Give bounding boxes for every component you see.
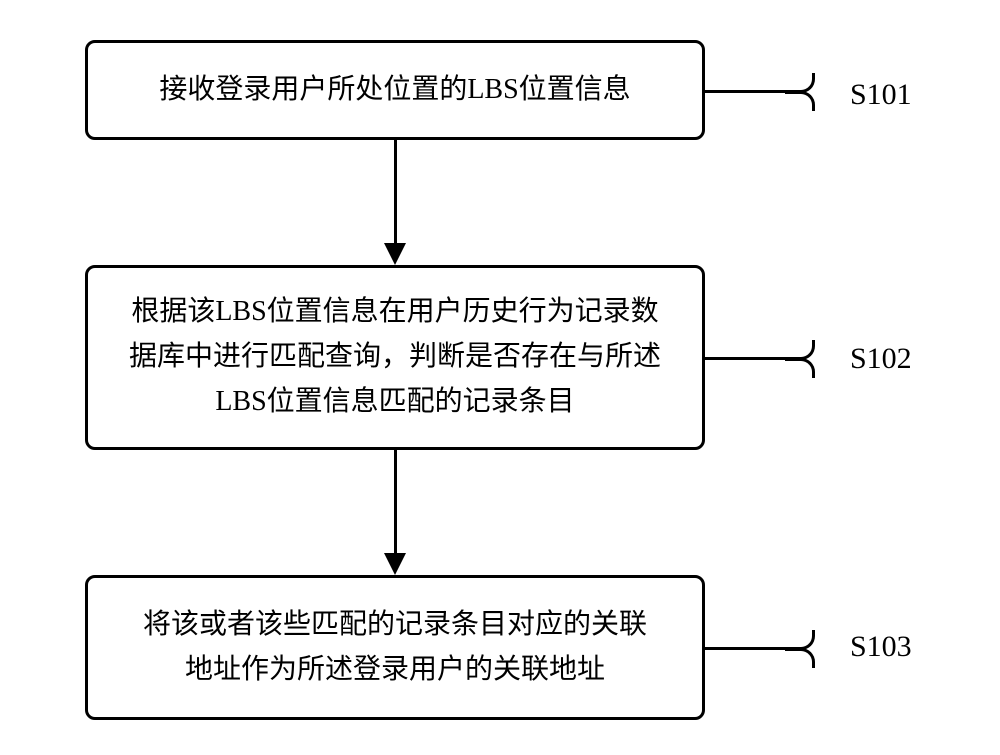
step-label-1: S101	[850, 78, 912, 112]
arrow-2-shaft	[394, 450, 397, 553]
arrow-2-head	[384, 553, 406, 575]
arrow-1-shaft	[394, 140, 397, 243]
step-box-2: 根据该LBS位置信息在用户历史行为记录数 据库中进行匹配查询，判断是否存在与所述…	[85, 265, 705, 450]
connector-3-line	[705, 647, 785, 650]
connector-2-curve	[785, 340, 845, 378]
connector-2-line	[705, 357, 785, 360]
connector-1-line	[705, 90, 785, 93]
flowchart-canvas: 接收登录用户所处位置的LBS位置信息 根据该LBS位置信息在用户历史行为记录数 …	[0, 0, 1000, 755]
connector-3-curve	[785, 630, 845, 668]
arrow-1-head	[384, 243, 406, 265]
step-text-1: 接收登录用户所处位置的LBS位置信息	[159, 68, 630, 113]
step-box-1: 接收登录用户所处位置的LBS位置信息	[85, 40, 705, 140]
step-text-3: 将该或者该些匹配的记录条目对应的关联 地址作为所述登录用户的关联地址	[143, 603, 647, 693]
step-label-2: S102	[850, 342, 912, 376]
step-box-3: 将该或者该些匹配的记录条目对应的关联 地址作为所述登录用户的关联地址	[85, 575, 705, 720]
connector-1-curve	[785, 73, 845, 111]
step-label-3: S103	[850, 630, 912, 664]
step-text-2: 根据该LBS位置信息在用户历史行为记录数 据库中进行匹配查询，判断是否存在与所述…	[129, 290, 661, 424]
